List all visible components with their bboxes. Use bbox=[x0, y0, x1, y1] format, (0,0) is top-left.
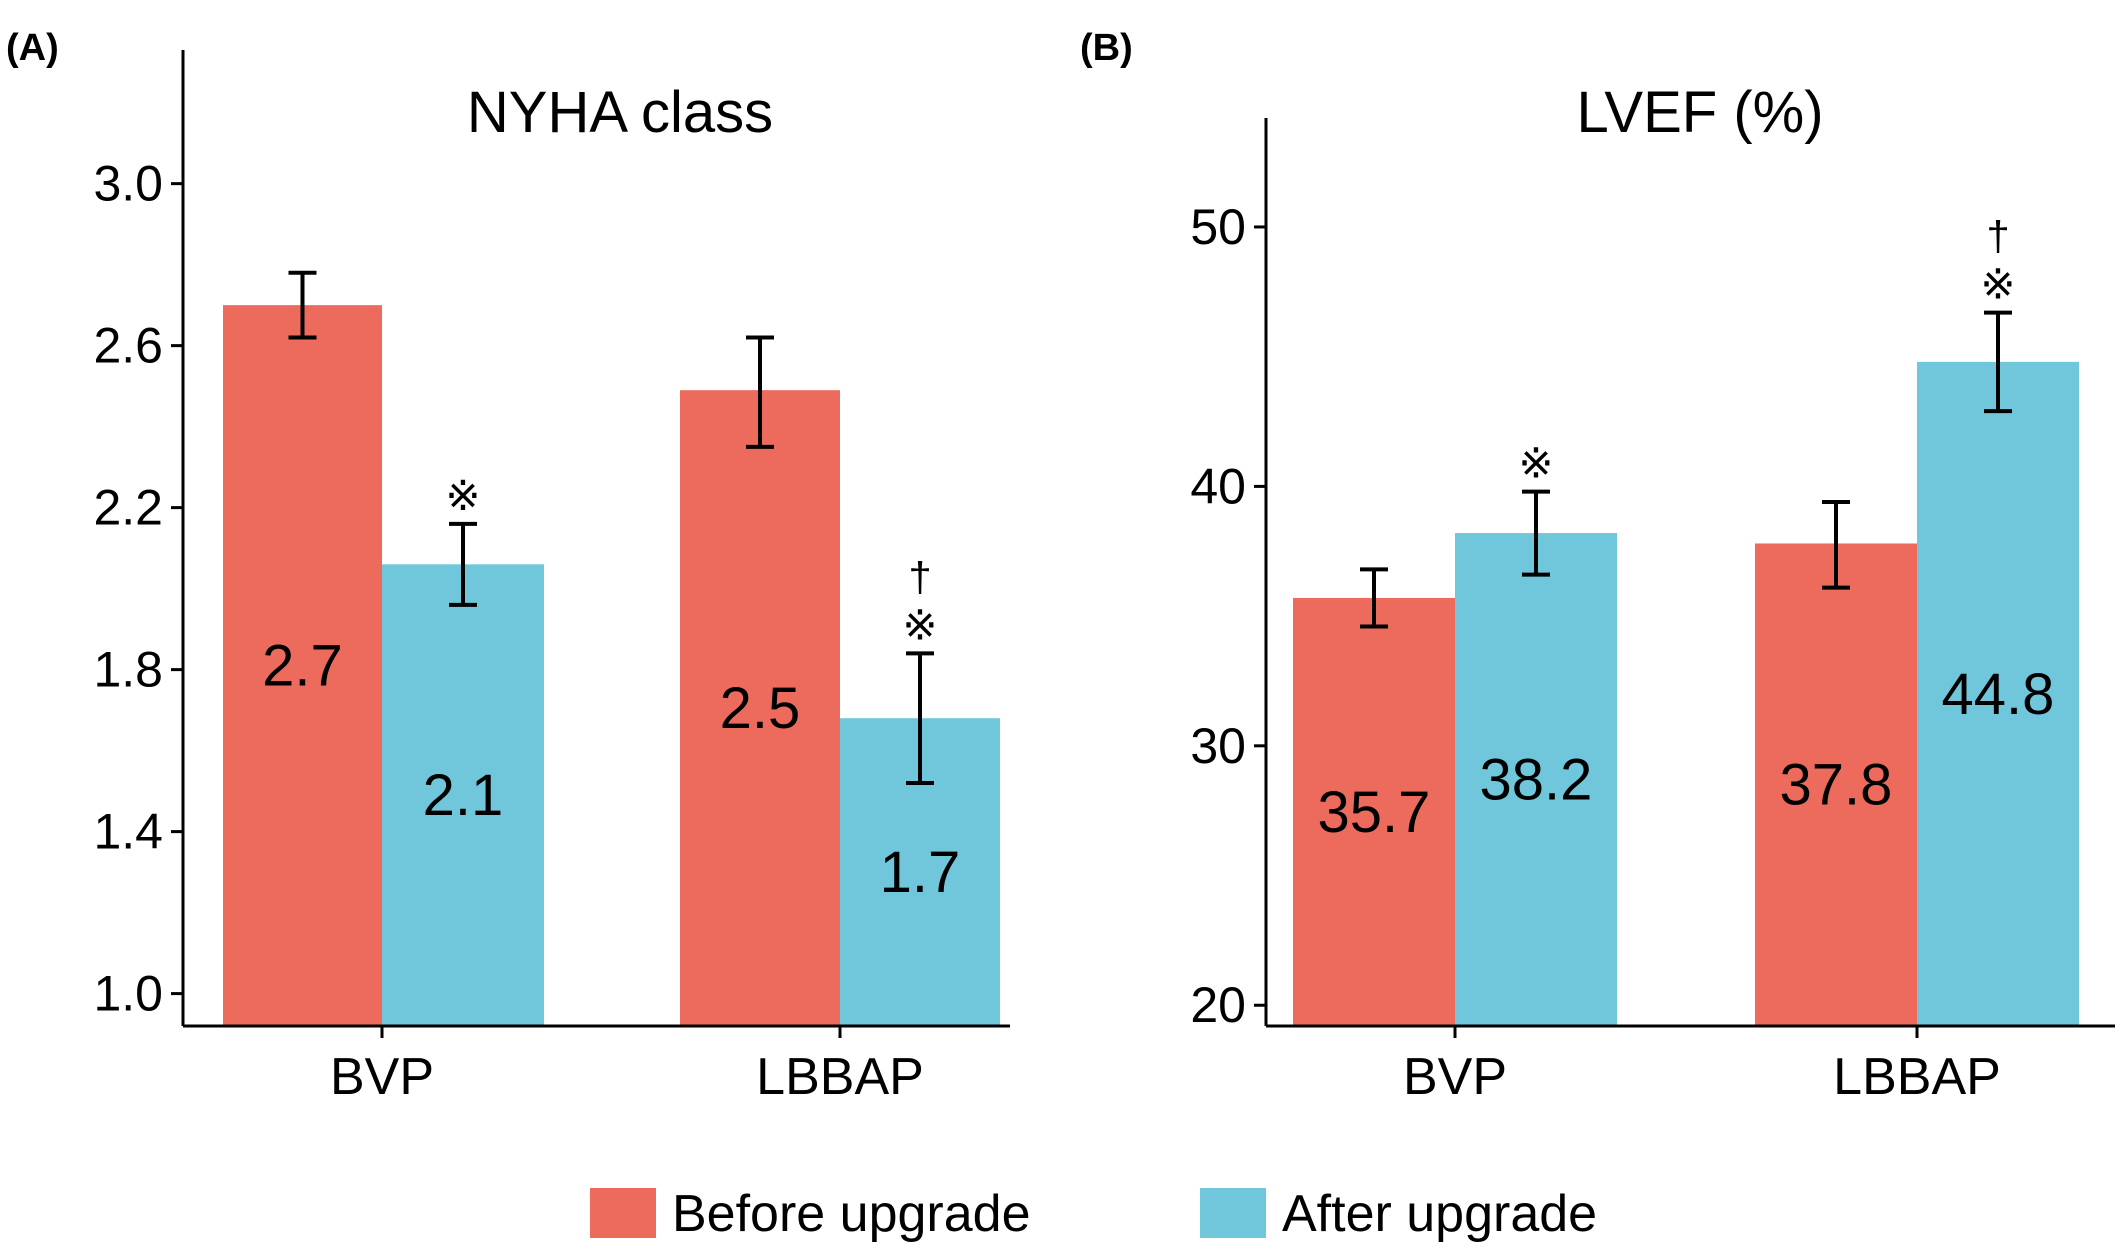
significance-mark: ※ bbox=[902, 601, 937, 648]
bar bbox=[223, 305, 382, 1026]
significance-mark: ※ bbox=[1518, 440, 1553, 487]
data-label: 1.7 bbox=[880, 840, 961, 905]
x-tick-label: BVP bbox=[1403, 1048, 1507, 1106]
bar bbox=[680, 390, 840, 1026]
bar bbox=[1293, 597, 1455, 1026]
error-bar bbox=[1522, 489, 1550, 577]
y-tick-label: 1.0 bbox=[93, 966, 163, 1022]
legend-swatch-before bbox=[590, 1188, 656, 1238]
error-bar bbox=[1360, 567, 1388, 629]
error-bar bbox=[1984, 310, 2012, 414]
legend-label-before: Before upgrade bbox=[672, 1185, 1031, 1243]
bar bbox=[382, 564, 544, 1026]
error-bar bbox=[906, 651, 934, 786]
error-bar bbox=[746, 335, 774, 449]
x-tick-label: LBBAP bbox=[1833, 1048, 2001, 1106]
data-label: 37.8 bbox=[1780, 753, 1893, 818]
chart-title: NYHA class bbox=[467, 80, 773, 145]
error-bar bbox=[288, 270, 317, 340]
y-tick-label: 1.4 bbox=[93, 804, 163, 860]
y-tick-label: 2.6 bbox=[93, 318, 163, 374]
significance-mark: ※ bbox=[445, 472, 480, 519]
data-label: 44.8 bbox=[1942, 662, 2055, 727]
y-tick-label: 40 bbox=[1190, 458, 1246, 514]
data-label: 35.7 bbox=[1318, 780, 1431, 845]
panel-label: (A) bbox=[6, 27, 59, 69]
panel-label: (B) bbox=[1080, 27, 1133, 69]
chart-panel-1: (A)NYHA class2.72.52.1※1.7†※1.01.41.82.2… bbox=[6, 27, 1010, 1106]
error-bar bbox=[1822, 499, 1850, 590]
y-tick-label: 2.2 bbox=[93, 480, 163, 536]
legend-swatch-after bbox=[1200, 1188, 1266, 1238]
data-label: 2.1 bbox=[423, 763, 504, 828]
data-label: 2.5 bbox=[720, 676, 801, 741]
y-tick-label: 3.0 bbox=[93, 156, 163, 212]
legend-label-after: After upgrade bbox=[1282, 1185, 1597, 1243]
bar bbox=[1755, 543, 1917, 1026]
data-label: 2.7 bbox=[262, 634, 343, 699]
y-tick-label: 30 bbox=[1190, 718, 1246, 774]
significance-mark: † bbox=[908, 553, 931, 600]
y-tick-label: 50 bbox=[1190, 199, 1246, 255]
legend: Before upgrade After upgrade bbox=[590, 1185, 1597, 1243]
chart-panel-2: (B)LVEF (%)35.7 37.838.2※44.8†※20304050BV… bbox=[1080, 27, 2115, 1106]
bar bbox=[1917, 361, 2079, 1026]
error-bar bbox=[449, 521, 477, 607]
significance-mark: † bbox=[1986, 213, 2009, 260]
y-tick-label: 1.8 bbox=[93, 642, 163, 698]
bar bbox=[1455, 533, 1617, 1026]
x-tick-label: LBBAP bbox=[756, 1048, 924, 1106]
x-tick-label: BVP bbox=[330, 1048, 434, 1106]
data-label: 38.2 bbox=[1480, 748, 1593, 813]
y-tick-label: 20 bbox=[1190, 977, 1246, 1033]
chart-title: LVEF (%) bbox=[1576, 80, 1823, 145]
significance-mark: ※ bbox=[1980, 261, 2015, 308]
